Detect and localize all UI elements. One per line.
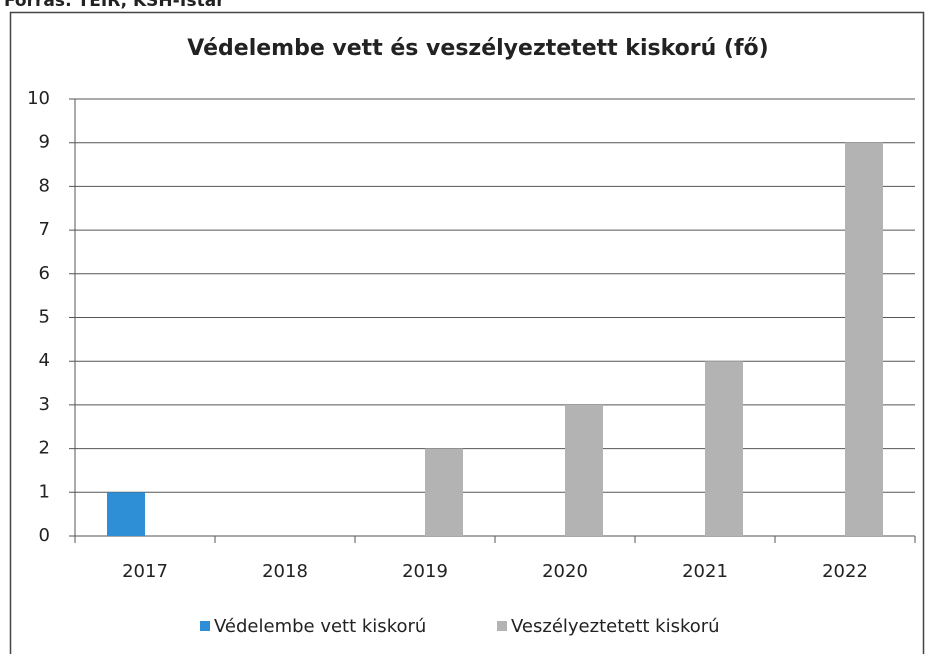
y-tick-label: 5 [39,307,50,328]
y-tick-label: 8 [39,175,50,196]
x-tick-label: 2020 [542,561,588,582]
x-tick-label: 2018 [262,561,308,582]
x-tick-label: 2017 [122,561,168,582]
y-tick-label: 10 [27,88,50,109]
legend-label: Védelembe vett kiskorú [214,616,426,637]
y-tick-label: 1 [39,481,50,502]
y-tick-label: 3 [39,394,50,415]
bar [705,361,743,536]
source-note: Forrás: TEIR, KSH-Tstar [4,0,225,11]
y-tick-label: 4 [39,350,50,371]
chart-title: Védelembe vett és veszélyeztetett kiskor… [187,36,768,61]
legend-label: Veszélyeztetett kiskorú [511,616,720,637]
bar [565,404,603,536]
y-tick-label: 6 [39,263,50,284]
y-tick-label: 7 [39,219,50,240]
legend-swatch [200,621,210,631]
x-tick-label: 2022 [822,561,868,582]
bar [107,492,145,536]
bar [425,448,463,536]
bar [845,142,883,536]
y-tick-label: 9 [39,132,50,153]
y-tick-label: 2 [39,438,50,459]
chart-frame [9,11,925,654]
x-tick-label: 2021 [682,561,728,582]
x-tick-label: 2019 [402,561,448,582]
y-tick-label: 0 [39,525,50,546]
legend-swatch [497,621,507,631]
